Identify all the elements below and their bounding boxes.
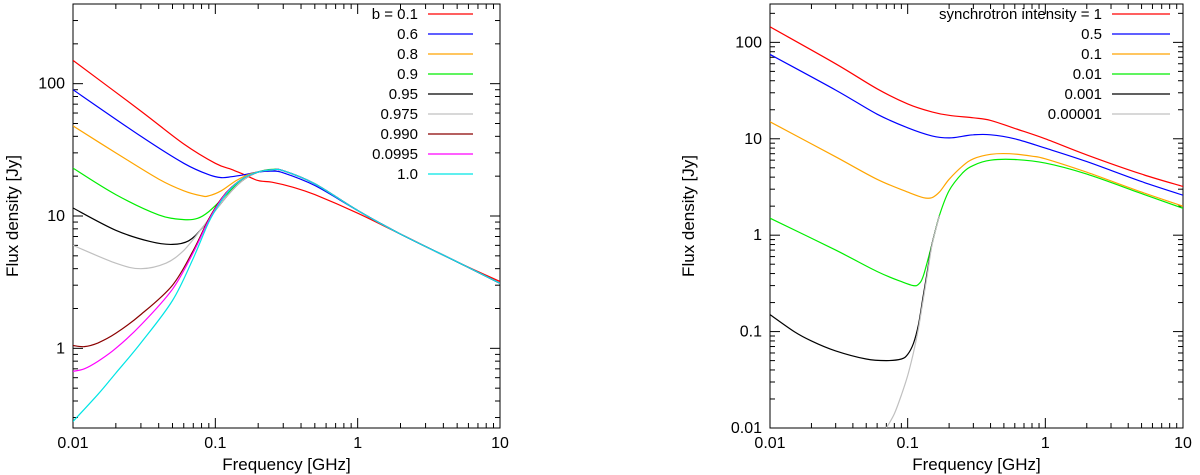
y-tick-label: 10 [744,131,762,148]
y-tick-label: 1 [753,227,762,244]
series-line-5 [770,215,940,362]
series-line-6 [885,215,940,428]
series-line-7 [73,168,500,348]
series-line-3 [770,121,1183,207]
legend-label: 0.990 [380,126,418,143]
y-tick-label: 1 [56,340,65,357]
legend-label: b = 0.1 [372,6,418,23]
series-line-9 [73,168,500,422]
x-tick-label: 1 [1041,435,1050,452]
legend-label: 0.001 [1064,86,1102,103]
y-tick-label: 0.1 [740,324,762,341]
series-lines [73,59,500,422]
series-line-2 [73,89,500,284]
series-line-5 [73,168,500,284]
series-line-2 [770,53,1183,196]
y-tick-label: 10 [47,208,65,225]
y-tick-label: 100 [38,76,65,93]
x-tick-label: 10 [491,435,509,452]
legend: synchrotron intensity = 1 0.5 0.1 0.01 0.001… [939,6,1170,123]
y-tick-label: 0.01 [731,420,762,437]
legend-label: 0.8 [397,46,418,63]
legend-label: 0.0995 [372,146,418,163]
y-axis-label: Flux density [Jy] [679,155,698,277]
x-axis-label: Frequency [GHz] [222,455,351,474]
legend-label: 0.975 [380,106,418,123]
legend-label: 0.6 [397,26,418,43]
y-axis-label: Flux density [Jy] [3,155,22,277]
legend: b = 0.1 0.6 0.8 0.9 0.95 0.975 0.990 0.0995 1.0 [372,6,473,183]
x-tick-label: 0.01 [57,435,88,452]
series-lines [770,26,1183,428]
legend-label: 1.0 [397,166,418,183]
series-line-8 [73,168,500,372]
legend-label: 0.5 [1081,26,1102,43]
x-tick-label: 10 [1174,435,1192,452]
legend-label: 0.95 [389,86,418,103]
series-line-6 [73,168,500,284]
chart-panel-2: 0.01 0.1 1 10 0.01 0.1 1 10 100 Frequency [GHz] Fl… [679,3,1192,474]
x-tick-label: 0.1 [204,435,226,452]
legend-label: 0.9 [397,66,418,83]
series-line-4 [770,158,1183,287]
legend-label: 0.01 [1073,66,1102,83]
legend-label: 0.1 [1081,46,1102,63]
x-tick-label: 1 [353,435,362,452]
x-tick-label: 0.01 [754,435,785,452]
x-tick-label: 0.1 [897,435,919,452]
legend-label: 0.00001 [1048,106,1102,123]
chart-panel-1: 0.01 0.1 1 10 1 10 100 Frequency [GHz] Flux dens… [3,3,509,474]
plot-frame [769,3,1184,429]
series-line-3 [73,125,500,284]
plot-frame [72,3,501,429]
y-tick-label: 100 [735,34,762,51]
series-line-1 [770,26,1183,188]
legend-label: synchrotron intensity = 1 [939,6,1102,23]
x-axis-label: Frequency [GHz] [912,455,1041,474]
